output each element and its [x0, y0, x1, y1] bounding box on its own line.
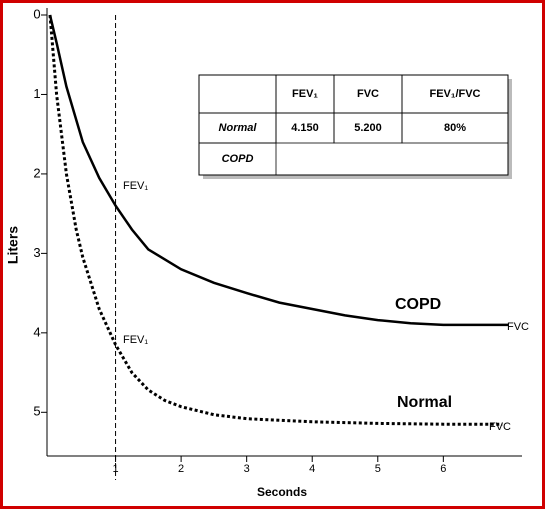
table-bg [198, 74, 509, 176]
series-line [48, 14, 509, 327]
annotation: FVC [507, 321, 529, 333]
x-tick-label: 4 [309, 463, 315, 475]
annotation: FVC [489, 421, 511, 433]
series-line [48, 14, 503, 426]
y-tick-label: 0 [33, 6, 40, 21]
x-tick-label: 1 [112, 463, 118, 475]
x-tick-label: 3 [244, 463, 250, 475]
table-text: FEV₁ [292, 88, 318, 100]
x-tick-label: 5 [375, 463, 381, 475]
y-axis-label: Liters [5, 226, 21, 264]
y-tick-label: 3 [33, 245, 40, 260]
x-tick-label: 6 [440, 463, 446, 475]
y-tick-label: 1 [33, 86, 40, 101]
series-label: Normal [397, 394, 452, 411]
table-text: FVC [357, 88, 379, 100]
y-tick-label: 5 [33, 404, 40, 419]
x-axis-label: Seconds [257, 485, 307, 499]
y-tick-label: 4 [33, 324, 40, 339]
series-label: COPD [395, 296, 441, 313]
table-text: 5.200 [354, 122, 382, 134]
table-text: 80% [444, 122, 466, 134]
annotation: FEV₁ [123, 180, 148, 192]
x-tick-label: 2 [178, 463, 184, 475]
table-cell [198, 142, 277, 176]
y-tick-label: 2 [33, 165, 40, 180]
table-text: Normal [219, 122, 258, 134]
table-text: FEV₁/FVC [430, 88, 481, 100]
table-text: 4.150 [291, 122, 319, 134]
table-cell [401, 112, 509, 144]
table-text: COPD [222, 153, 254, 165]
annotation: FEV₁ [123, 334, 148, 346]
